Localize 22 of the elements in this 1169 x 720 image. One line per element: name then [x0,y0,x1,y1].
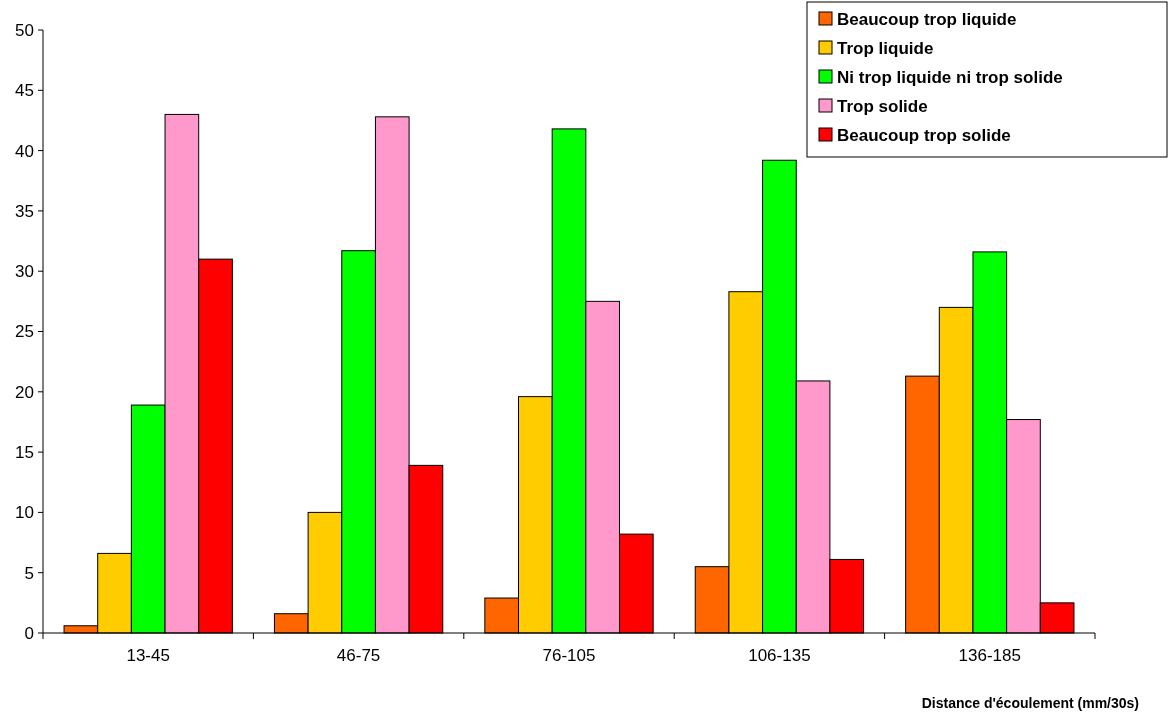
y-tick-label: 20 [15,382,34,402]
x-tick-label: 76-105 [542,646,596,665]
x-axis-title: Distance d'écoulement (mm/30s) [921,695,1139,711]
legend-label: Beaucoup trop liquide [837,9,1017,29]
y-tick-label: 35 [15,201,34,221]
y-tick-label: 40 [15,141,34,161]
y-tick-label: 30 [15,262,34,282]
legend-label: Trop solide [837,96,928,116]
x-tick-label: 13-45 [126,646,170,665]
legend-label: Beaucoup trop solide [837,125,1011,145]
y-tick-label: 15 [15,443,34,463]
y-tick-label: 45 [15,81,34,101]
y-tick-label: 50 [15,20,34,40]
x-tick-label: 46-75 [336,646,381,665]
x-tick-label: 106-135 [748,646,811,665]
y-tick-label: 10 [15,503,34,523]
y-tick-label: 5 [24,563,34,583]
legend-label: Ni trop liquide ni trop solide [837,67,1063,87]
y-tick-label: 0 [24,623,34,643]
x-tick-label: 136-185 [958,646,1021,665]
y-tick-label: 25 [15,322,34,342]
legend-label: Trop liquide [837,38,934,58]
